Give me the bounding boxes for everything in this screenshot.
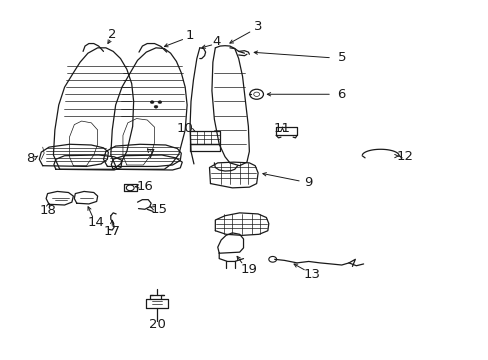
Circle shape xyxy=(154,105,158,108)
Text: 4: 4 xyxy=(212,35,221,48)
Text: 16: 16 xyxy=(136,180,153,193)
Text: 18: 18 xyxy=(39,204,56,217)
Text: 14: 14 xyxy=(87,216,104,229)
Text: 6: 6 xyxy=(337,88,345,101)
Text: 10: 10 xyxy=(176,122,193,135)
Text: 2: 2 xyxy=(108,28,116,41)
Text: 8: 8 xyxy=(26,152,35,165)
Text: 3: 3 xyxy=(253,20,262,33)
Circle shape xyxy=(150,101,154,104)
Text: 5: 5 xyxy=(337,51,346,64)
Text: 15: 15 xyxy=(151,203,167,216)
Text: 1: 1 xyxy=(185,29,194,42)
Text: 13: 13 xyxy=(303,268,320,281)
Text: 9: 9 xyxy=(304,176,312,189)
Text: 7: 7 xyxy=(146,148,155,161)
Text: 11: 11 xyxy=(273,122,290,135)
Circle shape xyxy=(158,101,162,104)
Text: 12: 12 xyxy=(396,149,413,163)
Text: 19: 19 xyxy=(241,263,257,276)
Text: 20: 20 xyxy=(148,318,165,331)
Text: 17: 17 xyxy=(103,225,121,238)
